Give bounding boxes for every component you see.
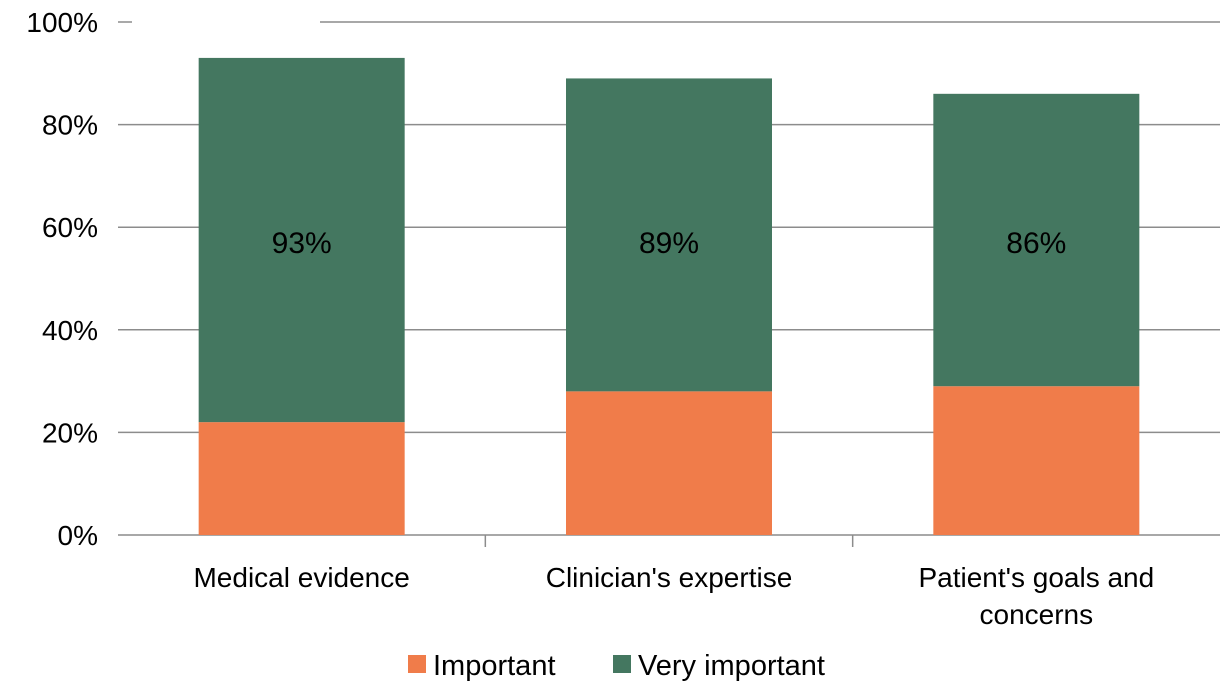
legend-swatch — [408, 655, 426, 673]
y-tick-label: 40% — [42, 315, 98, 346]
data-label: 86% — [1006, 227, 1066, 260]
legend-label: Important — [433, 650, 556, 682]
bar-very-important — [566, 78, 772, 392]
labels: 0% 20% 40% 60% 80% 100% 93% Medical evidence 89%… — [26, 7, 1154, 630]
bar-important — [933, 386, 1140, 535]
axes — [118, 534, 1220, 547]
y-tick-label: 60% — [42, 212, 98, 243]
x-category-label: Medical evidence — [193, 562, 409, 593]
bar-important — [198, 422, 405, 535]
y-tick-label: 20% — [42, 417, 98, 448]
bar-important — [566, 391, 772, 535]
y-tick-label: 80% — [42, 110, 98, 141]
x-category-label: concerns — [980, 599, 1094, 630]
y-tick-label: 100% — [26, 7, 98, 38]
x-category-label: Clinician's expertise — [546, 562, 793, 593]
bar-very-important — [198, 57, 405, 423]
legend-swatch — [613, 655, 631, 673]
y-tick-label: 0% — [58, 520, 98, 551]
data-label: 89% — [639, 227, 699, 260]
bars — [198, 57, 1140, 535]
legend-label: Very important — [638, 650, 825, 682]
legend: Important Very important — [408, 650, 825, 682]
data-label: 93% — [272, 227, 332, 260]
bar-very-important — [933, 93, 1140, 387]
x-category-label: Patient's goals and — [918, 562, 1154, 593]
